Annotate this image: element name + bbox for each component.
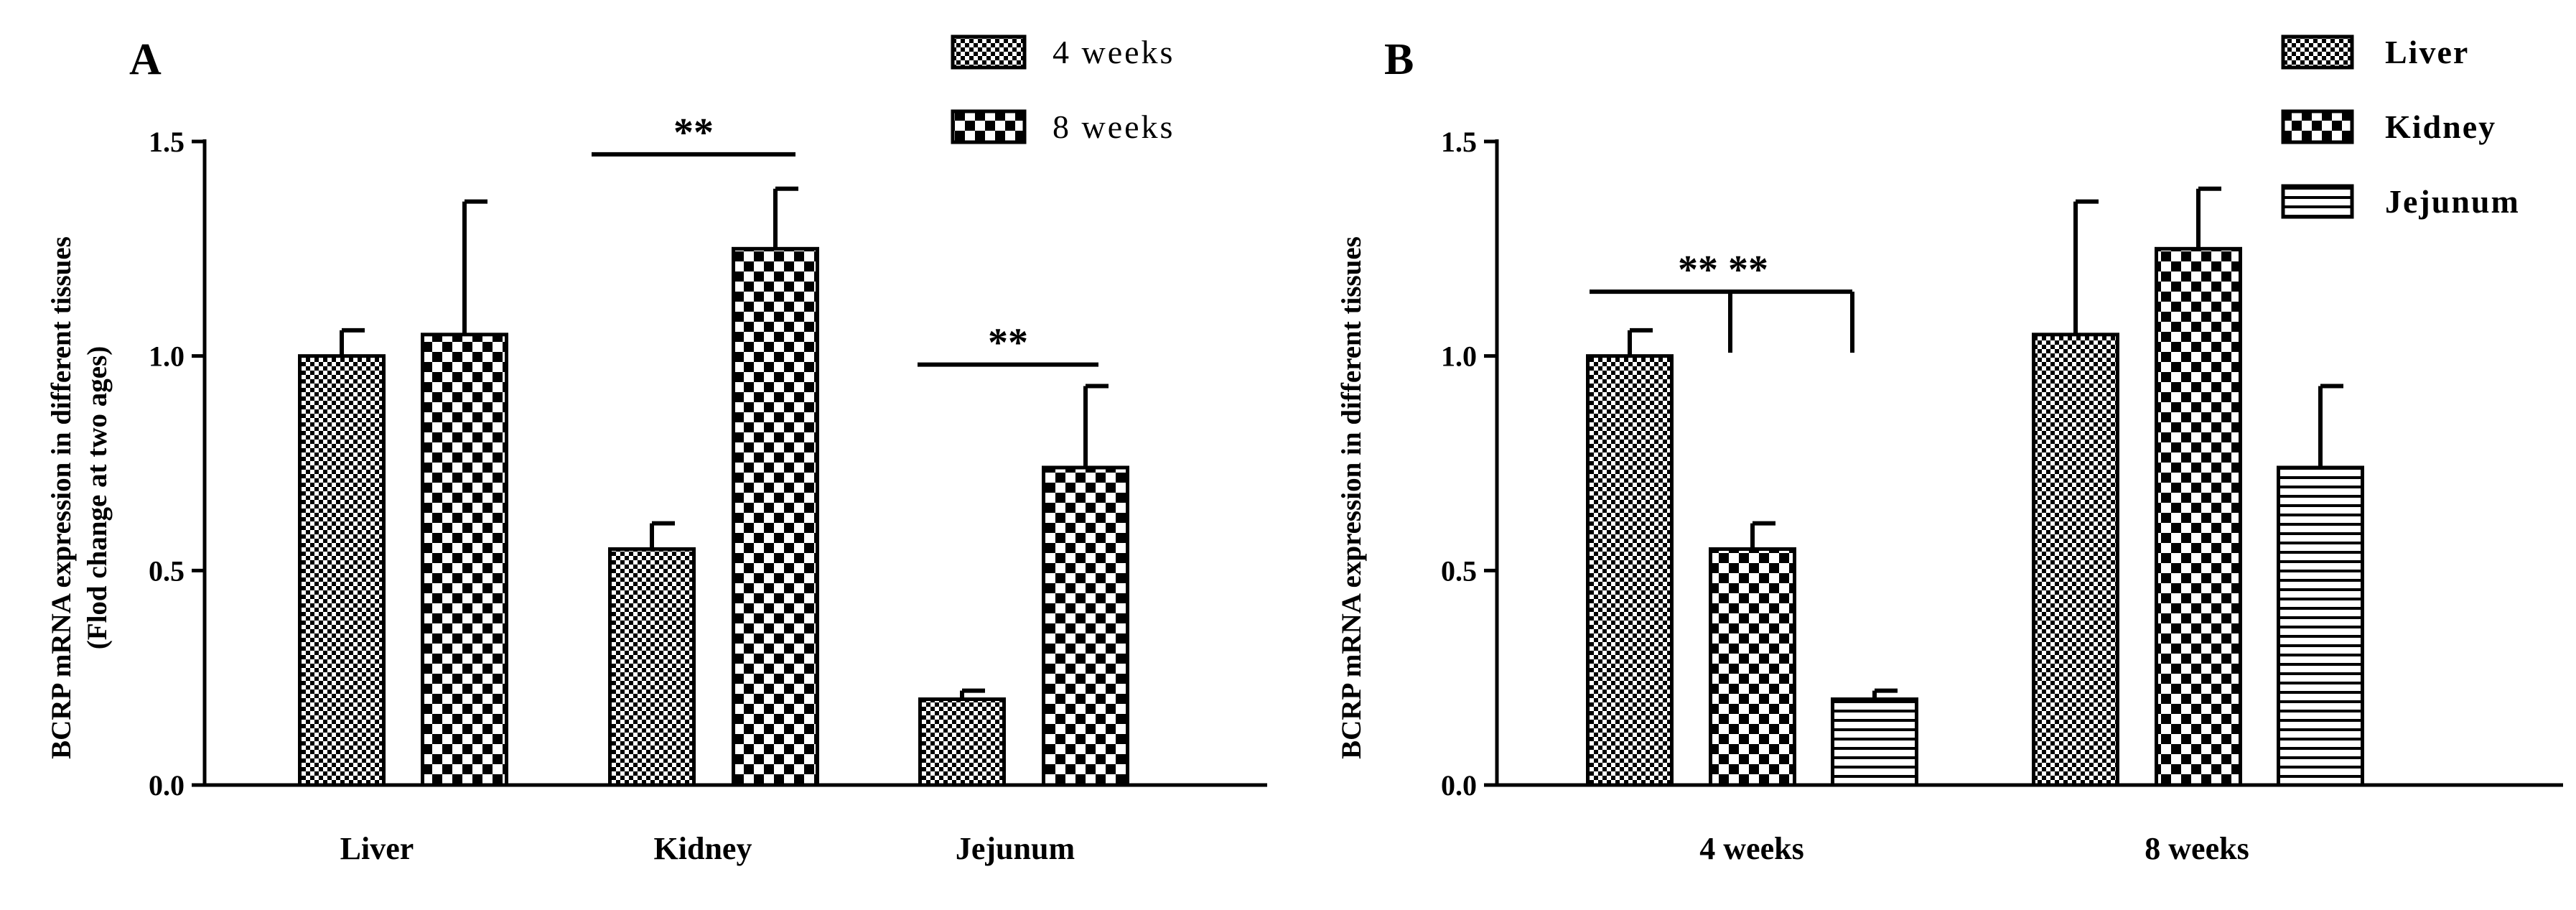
legend-swatch [2281, 109, 2354, 144]
bar [1709, 547, 1796, 787]
legend-label: Liver [2385, 34, 2469, 70]
y-axis-label-b: BCRP mRNA expression in different tissue… [1336, 236, 1367, 759]
bars-b [1586, 186, 2364, 787]
bar [2277, 465, 2364, 787]
bar [421, 333, 508, 787]
legend-swatch [2281, 34, 2354, 70]
x-tick-label: Liver [340, 831, 414, 866]
bar [1831, 697, 1918, 787]
y-tick-label: 1.0 [1441, 340, 1477, 373]
annotations-b: ** ** [1590, 248, 1854, 353]
bar [1586, 354, 1674, 787]
legend-swatch [951, 34, 1027, 70]
bar [2032, 333, 2119, 787]
legend-a: 4 weeks 8 weeks [951, 34, 1175, 145]
y-axis-label-a-line2: (Flod change at two ages) [82, 346, 113, 649]
y-axis-label-a-line1: BCRP mRNA expression in different tissue… [46, 236, 77, 759]
y-tick-label: 0.0 [149, 769, 185, 802]
bar [608, 547, 696, 787]
x-tick-label: 8 weeks [2145, 831, 2249, 866]
y-tick-label: 1.5 [149, 126, 185, 158]
legend-b: Liver Kidney Jejunum [2281, 34, 2520, 220]
annotations-a: ** ** [592, 111, 1098, 367]
x-tick-label: Kidney [654, 831, 752, 866]
legend-label: 4 weeks [1053, 34, 1175, 70]
legend-label: Jejunum [2385, 183, 2520, 220]
y-tick-label: 0.5 [149, 554, 185, 587]
legend-label: 8 weeks [1053, 108, 1175, 145]
bar [298, 354, 386, 787]
bar [1042, 465, 1129, 787]
y-tick-label: 1.5 [1441, 126, 1477, 158]
significance-label: ** [673, 111, 714, 155]
x-tick-label: Jejunum [956, 831, 1075, 866]
bar [2155, 246, 2242, 787]
chart-panel-a: A BCRP mRNA expression in different tiss… [46, 34, 1267, 866]
y-tick-label: 0.0 [1441, 769, 1477, 802]
y-tick-label: 0.5 [1441, 554, 1477, 587]
bar [918, 697, 1006, 787]
panel-label-a: A [129, 35, 162, 84]
legend-swatch [2281, 184, 2354, 219]
axes-b: 0.0 0.5 1.0 1.5 4 weeks 8 weeks [1441, 126, 2563, 866]
chart-panel-b: B BCRP mRNA expression in different tiss… [1336, 34, 2563, 866]
significance-label: ** ** [1678, 248, 1768, 292]
x-tick-label: 4 weeks [1699, 831, 1803, 866]
legend-label: Kidney [2385, 108, 2496, 145]
panel-label-b: B [1384, 35, 1414, 84]
bar [732, 246, 819, 787]
bars-a [298, 186, 1129, 787]
significance-label: ** [988, 321, 1028, 366]
y-tick-label: 1.0 [149, 340, 185, 373]
legend-swatch [951, 109, 1027, 144]
